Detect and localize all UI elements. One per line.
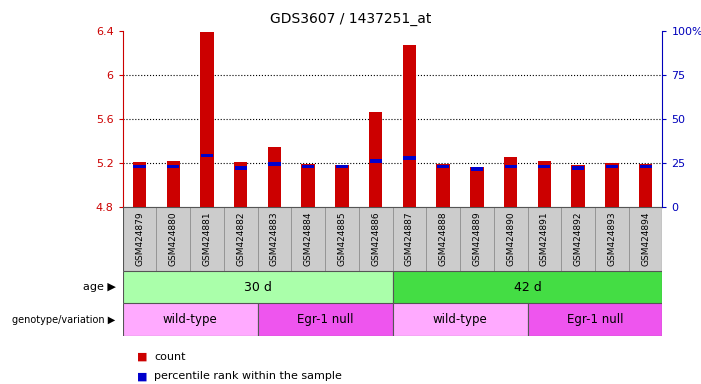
Bar xyxy=(639,165,652,169)
Bar xyxy=(156,207,190,271)
Text: GSM424893: GSM424893 xyxy=(607,212,616,266)
Bar xyxy=(133,165,146,169)
Text: GSM424883: GSM424883 xyxy=(270,212,279,266)
Bar xyxy=(538,165,550,169)
Text: genotype/variation ▶: genotype/variation ▶ xyxy=(13,314,116,325)
Bar xyxy=(393,271,662,303)
Bar xyxy=(123,271,393,303)
Bar xyxy=(629,207,662,271)
Text: GSM424885: GSM424885 xyxy=(337,212,346,266)
Bar xyxy=(470,167,484,207)
Bar xyxy=(201,154,213,157)
Bar xyxy=(258,303,393,336)
Bar xyxy=(562,207,595,271)
Bar xyxy=(335,166,348,207)
Bar xyxy=(268,162,280,166)
Text: GSM424888: GSM424888 xyxy=(439,212,448,266)
Bar xyxy=(302,165,314,169)
Bar xyxy=(527,207,562,271)
Bar xyxy=(437,165,449,169)
Text: GSM424879: GSM424879 xyxy=(135,212,144,266)
Bar xyxy=(190,207,224,271)
Bar xyxy=(393,207,426,271)
Text: Egr-1 null: Egr-1 null xyxy=(566,313,623,326)
Bar xyxy=(268,147,281,207)
Text: GSM424887: GSM424887 xyxy=(405,212,414,266)
Text: age ▶: age ▶ xyxy=(83,282,116,292)
Bar xyxy=(200,32,214,207)
Bar xyxy=(460,207,494,271)
Bar xyxy=(505,165,517,169)
Text: Egr-1 null: Egr-1 null xyxy=(297,313,353,326)
Bar xyxy=(234,162,247,207)
Bar xyxy=(235,166,247,170)
Bar xyxy=(359,207,393,271)
Bar xyxy=(369,159,382,163)
Bar xyxy=(639,164,653,207)
Bar xyxy=(403,156,416,160)
Bar xyxy=(258,207,292,271)
Bar xyxy=(595,207,629,271)
Bar xyxy=(437,164,450,207)
Text: GSM424894: GSM424894 xyxy=(641,212,650,266)
Text: count: count xyxy=(154,352,186,362)
Text: GSM424890: GSM424890 xyxy=(506,212,515,266)
Text: GSM424886: GSM424886 xyxy=(372,212,380,266)
Bar xyxy=(571,166,585,207)
Bar xyxy=(471,167,483,170)
Bar xyxy=(301,164,315,207)
Text: GDS3607 / 1437251_at: GDS3607 / 1437251_at xyxy=(270,12,431,25)
Bar xyxy=(494,207,528,271)
Text: GSM424891: GSM424891 xyxy=(540,212,549,266)
Bar xyxy=(538,161,551,207)
Bar xyxy=(572,166,584,170)
Bar xyxy=(167,161,180,207)
Bar xyxy=(123,207,156,271)
Bar xyxy=(224,207,257,271)
Text: GSM424884: GSM424884 xyxy=(304,212,313,266)
Bar xyxy=(606,165,618,169)
Bar xyxy=(527,303,662,336)
Bar xyxy=(123,303,258,336)
Text: percentile rank within the sample: percentile rank within the sample xyxy=(154,371,342,381)
Bar xyxy=(336,165,348,169)
Bar xyxy=(132,162,147,207)
Bar xyxy=(369,113,383,207)
Text: wild-type: wild-type xyxy=(433,313,487,326)
Bar xyxy=(426,207,460,271)
Text: GSM424882: GSM424882 xyxy=(236,212,245,266)
Text: GSM424880: GSM424880 xyxy=(169,212,178,266)
Bar xyxy=(605,163,618,207)
Text: GSM424889: GSM424889 xyxy=(472,212,482,266)
Bar xyxy=(393,303,527,336)
Text: 42 d: 42 d xyxy=(514,281,541,293)
Text: 30 d: 30 d xyxy=(244,281,271,293)
Bar xyxy=(168,165,179,169)
Text: GSM424892: GSM424892 xyxy=(573,212,583,266)
Text: GSM424881: GSM424881 xyxy=(203,212,212,266)
Bar xyxy=(325,207,359,271)
Bar xyxy=(402,45,416,207)
Bar xyxy=(504,157,517,207)
Text: ■: ■ xyxy=(137,371,147,381)
Text: ■: ■ xyxy=(137,352,147,362)
Bar xyxy=(292,207,325,271)
Text: wild-type: wild-type xyxy=(163,313,217,326)
